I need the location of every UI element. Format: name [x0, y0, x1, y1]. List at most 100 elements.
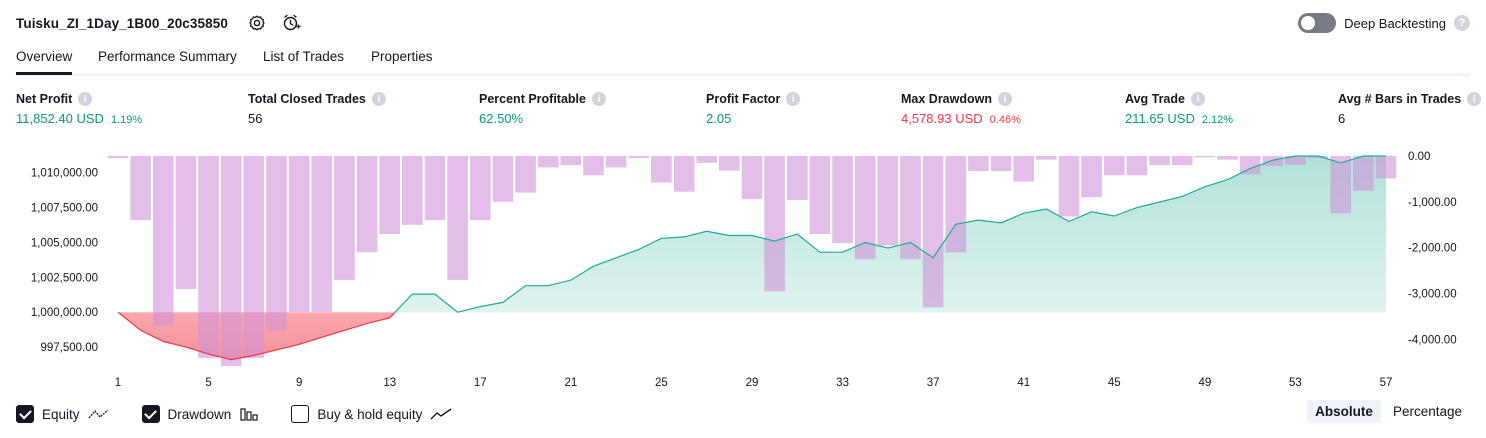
drawdown-bar	[854, 155, 876, 260]
info-icon[interactable]: i	[591, 92, 606, 106]
legend-drawdown-toggle[interactable]: Drawdown	[141, 405, 260, 423]
metric-label: Avg Trade	[1125, 92, 1185, 106]
drawdown-bar	[651, 155, 672, 183]
drawdown-bar	[1149, 155, 1170, 166]
drawdown-bar	[175, 155, 197, 289]
metric-percent: 1.19%	[110, 114, 143, 126]
metric-avg-bars-in-trades: Avg # Bars in Trades i 6	[1338, 92, 1482, 126]
drawdown-bar	[809, 155, 831, 234]
deep-backtesting-control: Deep Backtesting ?	[1298, 13, 1470, 33]
tab-overview[interactable]: Overview	[16, 49, 73, 75]
drawdown-bar	[922, 155, 944, 308]
drawdown-bar	[1058, 155, 1080, 217]
metric-percent: 2.12%	[1201, 114, 1234, 126]
legend-label: Equity	[42, 406, 80, 422]
drawdown-bar	[787, 155, 808, 200]
drawdown-bar	[424, 155, 446, 221]
drawdown-bar	[198, 155, 219, 358]
metric-profit-factor: Profit Factor i 2.05	[706, 92, 801, 126]
drawdown-bar	[130, 155, 151, 221]
drawdown-bar	[605, 155, 627, 168]
drawdown-bar	[583, 155, 604, 176]
scale-mode-switch: Absolute Percentage	[1307, 400, 1470, 423]
info-icon[interactable]: i	[1190, 92, 1205, 106]
legend-label: Buy & hold equity	[317, 406, 423, 422]
deep-backtesting-toggle[interactable]	[1298, 13, 1337, 33]
absolute-button[interactable]: Absolute	[1307, 400, 1381, 423]
add-alert-icon[interactable]	[281, 13, 301, 33]
legend-buy-hold-toggle[interactable]: Buy & hold equity	[291, 405, 452, 423]
settings-icon[interactable]	[247, 13, 267, 33]
metric-label: Total Closed Trades	[248, 92, 366, 106]
drawdown-bar	[628, 155, 650, 159]
equity-profit-area	[118, 156, 1386, 313]
info-icon[interactable]: i	[998, 92, 1012, 106]
tab-properties[interactable]: Properties	[371, 49, 433, 64]
drawdown-bar	[1239, 155, 1261, 175]
drawdown-bar	[266, 155, 287, 331]
legend-equity-toggle[interactable]: Equity	[16, 405, 110, 423]
right-axis-tick: -4,000.00	[1408, 335, 1457, 347]
metric-max-drawdown: Max Drawdown i 4,578.93 USD 0.46%	[901, 92, 1021, 126]
drawdown-bar	[243, 155, 265, 358]
info-icon[interactable]: i	[78, 92, 93, 106]
buy-hold-line-icon	[430, 408, 452, 420]
info-icon[interactable]: i	[1467, 92, 1482, 106]
x-axis-tick: 29	[746, 377, 759, 389]
metric-label: Avg # Bars in Trades	[1338, 92, 1462, 106]
drawdown-bar	[832, 155, 853, 244]
metric-label: Net Profit	[16, 92, 73, 106]
help-icon[interactable]: ?	[1454, 15, 1470, 31]
x-axis-tick: 37	[927, 377, 940, 389]
drawdown-bar	[1194, 155, 1216, 158]
metric-value: 4,578.93 USD	[901, 111, 983, 126]
left-axis-tick: 1,000,000.00	[31, 307, 98, 319]
drawdown-bars-icon	[240, 408, 258, 421]
x-axis-tick: 53	[1289, 377, 1302, 389]
drawdown-bar	[470, 155, 491, 221]
equity-line-loss	[117, 312, 461, 361]
info-icon[interactable]: i	[371, 92, 386, 106]
metric-label: Profit Factor	[706, 92, 781, 106]
metric-net-profit: Net Profit i 11,852.40 USD 1.19%	[16, 92, 142, 126]
metric-avg-trade: Avg Trade i 211.65 USD 2.12%	[1125, 92, 1233, 126]
drawdown-bar	[537, 155, 559, 168]
drawdown-bar	[288, 155, 310, 312]
x-axis-tick: 21	[564, 377, 577, 389]
drawdown-checkbox[interactable]	[141, 405, 160, 423]
tab-list-of-trades[interactable]: List of Trades	[263, 49, 345, 64]
equity-drawdown-chart[interactable]: 1,010,000.00 1,007,500.00 1,005,000.00 1,00…	[0, 140, 1486, 390]
x-axis-tick: 41	[1017, 377, 1030, 389]
strategy-header: Tuisku_ZI_1Day_1B00_20c35850 Deep Backte…	[0, 0, 1486, 44]
percentage-button[interactable]: Percentage	[1392, 404, 1462, 419]
left-axis-tick: 1,005,000.00	[31, 237, 98, 249]
x-axis-tick: 45	[1108, 377, 1121, 389]
drawdown-bar	[220, 155, 242, 367]
drawdown-bar	[560, 155, 582, 166]
drawdown-bar	[1013, 155, 1034, 182]
metric-value: 211.65 USD	[1125, 111, 1195, 126]
drawdown-bar	[877, 155, 899, 246]
x-axis-tick: 33	[836, 377, 849, 389]
drawdown-bar	[764, 155, 785, 292]
left-axis-tick: 1,010,000.00	[31, 168, 98, 180]
metric-value: 62.50%	[479, 111, 524, 126]
drawdown-bar	[1375, 155, 1397, 179]
metrics-row: Net Profit i 11,852.40 USD 1.19% Total Clo…	[0, 92, 1486, 132]
drawdown-bar	[945, 155, 967, 253]
drawdown-bar	[1217, 155, 1238, 160]
equity-checkbox[interactable]	[16, 405, 34, 423]
drawdown-bar	[492, 155, 514, 202]
drawdown-bar	[153, 155, 174, 326]
tab-performance-summary[interactable]: Performance Summary	[98, 49, 237, 64]
x-axis-tick: 13	[383, 377, 396, 389]
drawdown-bar	[311, 155, 333, 312]
chart-legend: Equity Drawdown Buy & hold equity	[16, 403, 484, 425]
info-icon[interactable]: i	[786, 92, 801, 106]
equity-line-icon	[88, 409, 108, 419]
left-axis-tick: 1,002,500.00	[31, 272, 98, 284]
drawdown-bar	[696, 155, 717, 163]
x-axis-tick: 57	[1380, 377, 1393, 389]
buy-hold-checkbox[interactable]	[291, 405, 310, 423]
drawdown-bar	[107, 155, 129, 159]
